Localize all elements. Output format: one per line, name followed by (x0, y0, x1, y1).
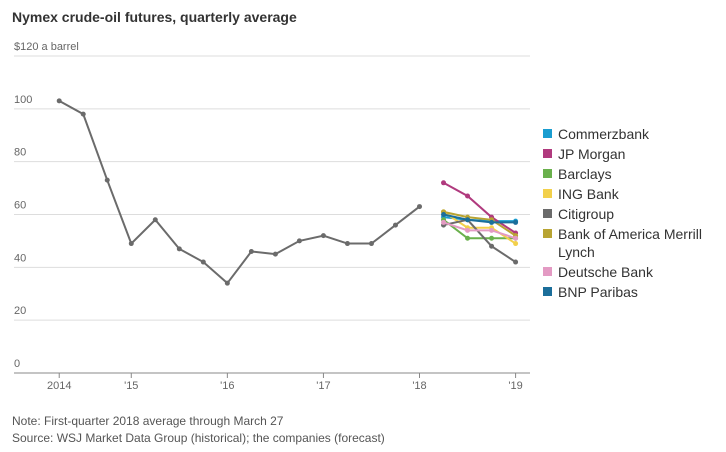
y-tick-label: 40 (14, 252, 26, 264)
legend-swatch (543, 189, 552, 198)
legend-label: Citigroup (558, 206, 615, 222)
forecast-line-point (465, 235, 471, 241)
forecast-line-point (489, 243, 495, 249)
history-line (58, 100, 421, 285)
x-tick-label: '18 (412, 380, 426, 392)
x-tick-label: '15 (124, 380, 138, 392)
legend-item: Barclays (543, 165, 723, 183)
legend-label: Deutsche Bank (558, 264, 653, 280)
legend-label: Bank of America Merrill Lynch (558, 226, 702, 260)
history-line-point (80, 111, 86, 117)
legend-item: Bank of America Merrill Lynch (543, 225, 723, 261)
y-tick-label: $120 a barrel (14, 41, 79, 53)
history-line-point (344, 241, 350, 247)
legend-swatch (543, 169, 552, 178)
forecast-line (443, 218, 517, 263)
history-line-point (56, 98, 62, 104)
x-tick-label: '16 (220, 380, 234, 392)
legend-label: JP Morgan (558, 146, 626, 162)
y-tick-label: 0 (14, 358, 20, 370)
forecast-line-point (441, 212, 447, 217)
legend-item: JP Morgan (543, 145, 723, 163)
legend-label: Barclays (558, 166, 612, 182)
legend-swatch (543, 267, 552, 276)
note: Note: First-quarter 2018 average through… (12, 414, 284, 428)
legend-item: Citigroup (543, 205, 723, 223)
forecast-line-point (489, 227, 495, 233)
legend-swatch (543, 229, 552, 238)
forecast-line (442, 211, 517, 245)
forecast-line (443, 221, 516, 240)
history-line-point (248, 248, 254, 254)
legend-swatch (543, 287, 552, 296)
legend-swatch (543, 209, 552, 218)
x-tick-label: '17 (316, 380, 330, 392)
forecast-line-point (465, 227, 471, 233)
x-tick-label: '19 (508, 380, 522, 392)
history-line-point (104, 177, 110, 183)
x-tick-label: 2014 (47, 380, 71, 392)
y-tick-label: 60 (14, 200, 26, 212)
legend-item: Deutsche Bank (543, 263, 723, 281)
legend-swatch (543, 129, 552, 138)
history-line-point (296, 238, 302, 244)
legend: Commerzbank JP Morgan Barclays ING Bank Citi… (543, 125, 723, 303)
forecast-line (442, 218, 516, 240)
history-line-point (224, 280, 230, 286)
forecast-line-point (441, 219, 447, 225)
chart-title: Nymex crude-oil futures, quarterly avera… (12, 9, 297, 25)
note: Source: WSJ Market Data Group (historica… (12, 431, 385, 445)
history-line-point (392, 222, 398, 228)
y-tick-label: 80 (14, 147, 26, 159)
legend-label: Commerzbank (558, 126, 650, 142)
forecast-line-point (441, 180, 447, 186)
y-tick-label: 100 (14, 94, 32, 106)
history-line-point (152, 217, 158, 223)
forecast-line-point (513, 241, 519, 247)
history-line-point (320, 233, 326, 239)
history-line-point (128, 241, 134, 247)
forecast-line-point (513, 235, 519, 241)
history-line-point (176, 246, 182, 252)
history-line-point (368, 241, 374, 247)
legend-item: Commerzbank (543, 125, 723, 143)
forecast-line-point (513, 219, 519, 225)
forecast-line-point (465, 193, 471, 199)
y-tick-label: 20 (14, 305, 26, 317)
history-line-point (417, 204, 423, 210)
forecast-line-point (489, 235, 495, 241)
legend-swatch (543, 149, 552, 158)
forecast-line (443, 210, 517, 237)
forecast-line-point (489, 219, 495, 225)
history-line-point (200, 259, 206, 265)
forecast-line (443, 181, 517, 234)
legend-label: BNP Paribas (558, 284, 638, 300)
forecast-line (443, 213, 516, 224)
legend-label: ING Bank (558, 186, 619, 202)
history-line-point (272, 251, 278, 257)
forecast-line-point (465, 217, 471, 223)
forecast-line-point (513, 259, 519, 265)
legend-item: ING Bank (543, 185, 723, 203)
legend-item: BNP Paribas (543, 283, 723, 301)
